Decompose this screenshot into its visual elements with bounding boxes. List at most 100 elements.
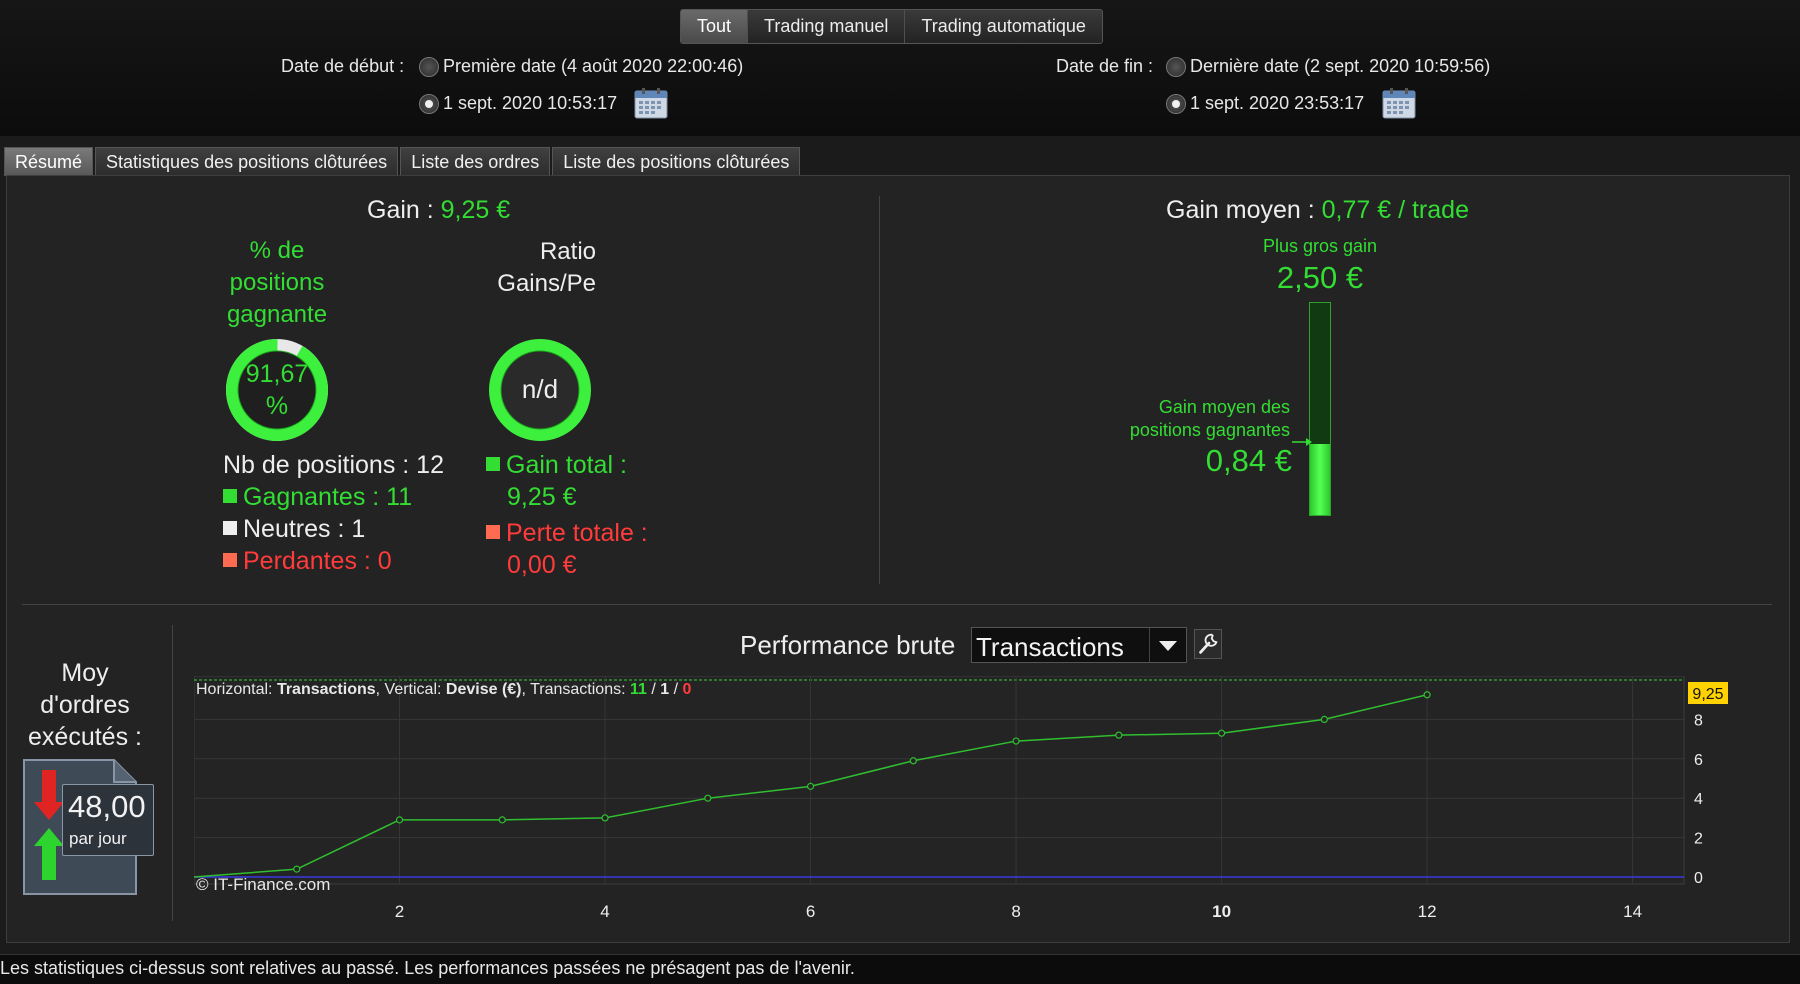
- gain-total-value: 9,25 €: [507, 483, 577, 511]
- chart-watermark: © IT-Finance.com: [196, 875, 330, 894]
- ratio-value: n/d: [521, 374, 559, 404]
- winners-line: Gagnantes : 11: [223, 483, 412, 512]
- y-tick-label: 6: [1694, 752, 1703, 769]
- neutral-count: Neutres : 1: [243, 515, 366, 543]
- avg-gain-label: Gain moyen :: [1166, 196, 1315, 224]
- data-point: [293, 865, 301, 873]
- horizontal-divider: [22, 604, 1772, 605]
- x-tick-label: 12: [1418, 902, 1437, 921]
- chart-y-ticks: 0 2 4 6 8: [1694, 712, 1703, 887]
- gain-total-label: Gain total :: [506, 451, 627, 479]
- y-tick-label: 4: [1694, 791, 1703, 808]
- chart-info-line: Horizontal: Transactions, Vertical: Devi…: [196, 681, 692, 698]
- x-tick-label: 8: [1011, 902, 1020, 921]
- loss-total-label: Perte totale :: [506, 519, 648, 547]
- end-last-radio[interactable]: [1166, 57, 1186, 77]
- filter-all-button[interactable]: Tout: [681, 10, 749, 43]
- info-transactions-label: , Transactions:: [522, 681, 626, 698]
- data-point: [1423, 691, 1431, 699]
- gain-total-square-icon: [486, 457, 500, 472]
- footer: Les statistiques ci-dessus sont relative…: [0, 954, 1800, 984]
- losers-count: Perdantes : 0: [243, 547, 392, 575]
- orders-title-line1: Moy: [61, 659, 109, 687]
- footer-disclaimer: Les statistiques ci-dessus sont relative…: [0, 958, 855, 978]
- info-vertical-label: , Vertical:: [376, 681, 442, 698]
- start-first-radio[interactable]: [419, 57, 439, 77]
- performance-selector-value: Transactions: [976, 632, 1124, 662]
- orders-value: 48,00: [68, 789, 146, 824]
- end-calendar-icon[interactable]: [1382, 87, 1416, 119]
- data-point: [1217, 729, 1226, 737]
- avg-gain-value: 0,77 € / trade: [1321, 196, 1469, 224]
- tab-bar: Résumé Statistiques des positions clôtur…: [4, 147, 802, 176]
- data-point: [704, 794, 712, 802]
- end-last-label: Dernière date (2 sept. 2020 10:59:56): [1190, 56, 1491, 76]
- tab-closed-stats[interactable]: Statistiques des positions clôturées: [95, 147, 399, 176]
- wrench-icon[interactable]: [1194, 629, 1222, 659]
- data-point: [395, 816, 404, 824]
- orders-value-box: 48,00 par jour: [62, 784, 154, 856]
- ratio-title-line2: Gains/Pe: [497, 270, 596, 297]
- vertical-divider: [879, 196, 880, 584]
- ratio-gauge: [489, 339, 591, 441]
- losers-line: Perdantes : 0: [223, 547, 392, 576]
- winning-pct-title-line1: % de: [249, 237, 305, 264]
- tab-order-list[interactable]: Liste des ordres: [400, 147, 551, 176]
- data-point: [1320, 715, 1328, 724]
- orders-title: Moy d'ordres exécutés :: [20, 657, 150, 753]
- end-custom-date: 1 sept. 2020 23:53:17: [1190, 93, 1365, 113]
- nb-positions: Nb de positions : 12: [223, 451, 444, 479]
- avg-gain-line: Gain moyen : 0,77 € / trade: [1166, 196, 1469, 225]
- gain-value: 9,25 €: [440, 196, 511, 224]
- start-first-label: Première date (4 août 2020 22:00:46): [443, 56, 744, 76]
- gain-bar-fill: [1310, 443, 1330, 515]
- performance-title: Performance brute: [740, 630, 956, 660]
- neutral-line: Neutres : 1: [223, 515, 365, 544]
- performance-selector[interactable]: Transactions: [971, 627, 1187, 663]
- orders-title-line3: exécutés :: [28, 723, 142, 751]
- loss-total-line: Perte totale :: [486, 519, 648, 548]
- avg-win-arrow-icon: [1292, 438, 1312, 446]
- chart-plot-area: [194, 676, 1685, 885]
- y-tick-label: 8: [1694, 712, 1703, 729]
- last-value-tag-text: 9,25: [1692, 686, 1723, 703]
- x-tick-label: 4: [600, 902, 609, 921]
- ratio-title-line1: Ratio: [539, 238, 596, 265]
- neutral-square-icon: [223, 521, 237, 536]
- end-custom-radio[interactable]: [1166, 94, 1186, 114]
- chart-series: [194, 691, 1431, 878]
- x-tick-label: 14: [1623, 902, 1642, 921]
- tab-closed-positions[interactable]: Liste des positions clôturées: [552, 147, 801, 176]
- losers-square-icon: [223, 553, 237, 568]
- gain-bar: [1309, 302, 1331, 516]
- gain-label: Gain :: [367, 196, 434, 224]
- biggest-gain-value: 2,50 €: [1276, 260, 1364, 295]
- info-loss-count: 0: [683, 681, 692, 698]
- info-horizontal-value: Transactions: [277, 681, 376, 698]
- winning-pct-title-line3: gagnante: [226, 301, 328, 328]
- tab-summary[interactable]: Résumé: [4, 147, 94, 176]
- data-point: [909, 757, 917, 765]
- filter-automatic-button[interactable]: Trading automatique: [921, 16, 1086, 36]
- loss-total-square-icon: [486, 525, 500, 540]
- filter-manual-button[interactable]: Trading manuel: [748, 10, 906, 43]
- data-point: [1012, 737, 1020, 745]
- orders-unit: par jour: [69, 829, 127, 848]
- chart-last-value-tag: 9,25: [1688, 682, 1728, 704]
- gain-total-line: Gain total :: [486, 451, 627, 480]
- winning-pct-title: % de positions gagnante: [222, 235, 332, 335]
- winning-pct-gauge: [226, 339, 328, 441]
- winning-pct-value-number: 91,67: [245, 360, 309, 388]
- chevron-down-icon: [1149, 628, 1177, 662]
- avg-win-value: 0,84 €: [1205, 443, 1292, 478]
- y-tick-label: 0: [1694, 870, 1703, 887]
- winning-pct-value-unit: %: [265, 392, 289, 420]
- start-calendar-icon[interactable]: [634, 87, 668, 119]
- data-point: [601, 814, 609, 822]
- winning-pct-value: 91,67 %: [225, 358, 329, 422]
- y-tick-label: 2: [1694, 831, 1703, 848]
- biggest-gain-label: Plus gros gain: [1262, 236, 1378, 256]
- loss-total-value: 0,00 €: [507, 551, 577, 579]
- start-custom-radio[interactable]: [419, 94, 439, 114]
